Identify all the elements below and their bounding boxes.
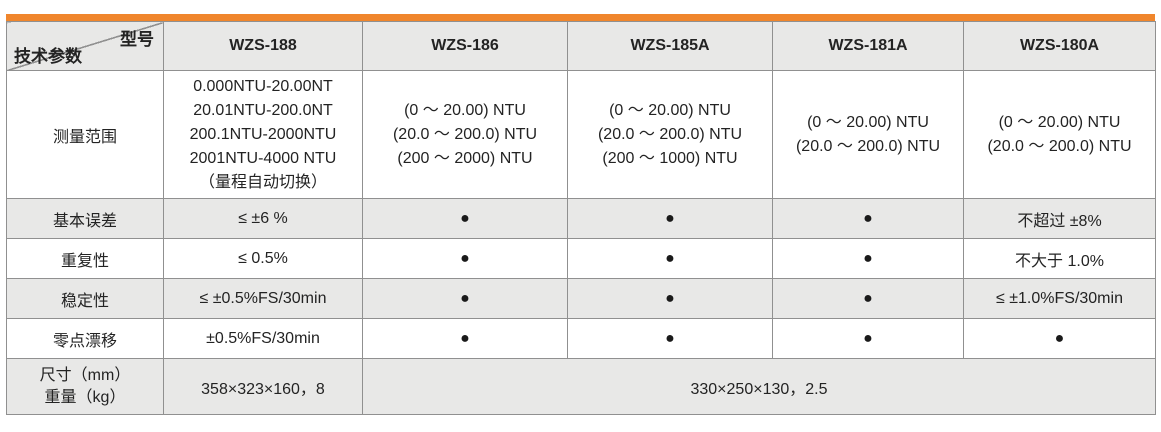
model-header-wzs181a: WZS-181A [772,21,964,71]
range-line: (200 ～ 1000) NTU [602,149,738,167]
range-line: (20.0 ～ 200.0) NTU [597,125,743,143]
row-label-basic-error: 基本误差 [6,198,164,239]
model-header-wzs186: WZS-186 [362,21,568,71]
range-cell-wzs188: 0.000NTU-20.00NT 20.01NTU-200.0NT 200.1N… [163,70,363,199]
stability-wzs188: ≤ ±0.5%FS/30min [163,278,363,319]
zero-drift-wzs188: ±0.5%FS/30min [163,318,363,359]
basic-error-wzs181a-dot: ● [772,198,964,239]
corner-header-cell: 型号 技术参数 [6,21,164,71]
zero-drift-wzs180a-dot: ● [963,318,1156,359]
stability-wzs185a-dot: ● [567,278,773,319]
row-measurement-range: 测量范围 0.000NTU-20.00NT 20.01NTU-200.0NT 2… [6,70,1156,199]
row-label-measurement-range: 测量范围 [6,70,164,199]
range-line: 200.1NTU-2000NTU [189,125,337,143]
stability-wzs180a: ≤ ±1.0%FS/30min [963,278,1156,319]
weight-label-line: 重量（kg） [44,388,126,406]
repeatability-wzs181a-dot: ● [772,238,964,279]
zero-drift-wzs181a-dot: ● [772,318,964,359]
spec-table: 型号 技术参数 WZS-188 WZS-186 WZS-185A WZS-181… [6,21,1156,415]
corner-param-label: 技术参数 [14,47,82,66]
stability-wzs186-dot: ● [362,278,568,319]
corner-model-label: 型号 [120,30,154,49]
row-repeatability: 重复性 ≤ 0.5% ● ● ● 不大于 1.0% [6,238,1156,279]
row-size-weight: 尺寸（mm） 重量（kg） 358×323×160，8 330×250×130，… [6,358,1156,415]
basic-error-wzs185a-dot: ● [567,198,773,239]
row-stability: 稳定性 ≤ ±0.5%FS/30min ● ● ● ≤ ±1.0%FS/30mi… [6,278,1156,319]
basic-error-wzs186-dot: ● [362,198,568,239]
model-header-wzs188: WZS-188 [163,21,363,71]
repeatability-wzs185a-dot: ● [567,238,773,279]
size-weight-wzs188: 358×323×160，8 [163,358,363,415]
range-line: (20.0 ～ 200.0) NTU [392,125,538,143]
header-row: 型号 技术参数 WZS-188 WZS-186 WZS-185A WZS-181… [6,21,1156,71]
zero-drift-wzs186-dot: ● [362,318,568,359]
row-label-repeatability: 重复性 [6,238,164,279]
range-line: (20.0 ～ 200.0) NTU [795,137,941,155]
zero-drift-wzs185a-dot: ● [567,318,773,359]
range-line: (0 ～ 20.00) NTU [404,101,526,119]
range-line: (0 ～ 20.00) NTU [807,113,929,131]
range-line: (0 ～ 20.00) NTU [998,113,1121,131]
repeatability-wzs188: ≤ 0.5% [163,238,363,279]
row-zero-drift: 零点漂移 ±0.5%FS/30min ● ● ● ● [6,318,1156,359]
model-header-wzs180a: WZS-180A [963,21,1156,71]
size-weight-others: 330×250×130，2.5 [362,358,1156,415]
row-label-size-weight: 尺寸（mm） 重量（kg） [6,358,164,415]
model-header-wzs185a: WZS-185A [567,21,773,71]
row-label-stability: 稳定性 [6,278,164,319]
basic-error-wzs188: ≤ ±6 % [163,198,363,239]
range-cell-wzs181a: (0 ～ 20.00) NTU (20.0 ～ 200.0) NTU [772,70,964,199]
range-line: 0.000NTU-20.00NT [193,77,333,95]
range-cell-wzs185a: (0 ～ 20.00) NTU (20.0 ～ 200.0) NTU (200 … [567,70,773,199]
range-line: 2001NTU-4000 NTU [189,149,337,167]
accent-bar [6,14,1155,21]
row-basic-error: 基本误差 ≤ ±6 % ● ● ● 不超过 ±8% [6,198,1156,239]
range-cell-wzs186: (0 ～ 20.00) NTU (20.0 ～ 200.0) NTU (200 … [362,70,568,199]
stability-wzs181a-dot: ● [772,278,964,319]
range-line: (200 ～ 2000) NTU [397,149,533,167]
range-line: (0 ～ 20.00) NTU [609,101,731,119]
range-line: 20.01NTU-200.0NT [193,101,333,119]
range-line: (20.0 ～ 200.0) NTU [987,137,1132,155]
size-label-line: 尺寸（mm） [39,366,131,384]
range-line: （量程自动切换） [198,173,327,191]
basic-error-wzs180a: 不超过 ±8% [963,198,1156,239]
repeatability-wzs186-dot: ● [362,238,568,279]
range-cell-wzs180a: (0 ～ 20.00) NTU (20.0 ～ 200.0) NTU [963,70,1156,199]
row-label-zero-drift: 零点漂移 [6,318,164,359]
repeatability-wzs180a: 不大于 1.0% [963,238,1156,279]
